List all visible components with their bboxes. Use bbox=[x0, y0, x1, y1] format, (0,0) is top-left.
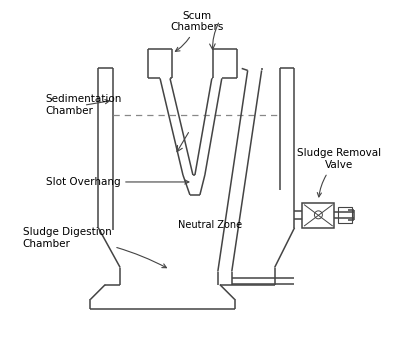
Text: Sludge Removal
Valve: Sludge Removal Valve bbox=[297, 148, 381, 197]
Bar bbox=[338, 207, 352, 223]
Text: Sludge Digestion
Chamber: Sludge Digestion Chamber bbox=[22, 227, 166, 268]
Text: Sedimentation
Chamber: Sedimentation Chamber bbox=[46, 94, 122, 116]
Circle shape bbox=[314, 211, 322, 219]
Bar bbox=[303, 203, 335, 228]
Text: Neutral Zone: Neutral Zone bbox=[178, 220, 242, 230]
Text: Scum
Chambers: Scum Chambers bbox=[170, 11, 223, 51]
Text: Slot Overhang: Slot Overhang bbox=[46, 177, 189, 187]
